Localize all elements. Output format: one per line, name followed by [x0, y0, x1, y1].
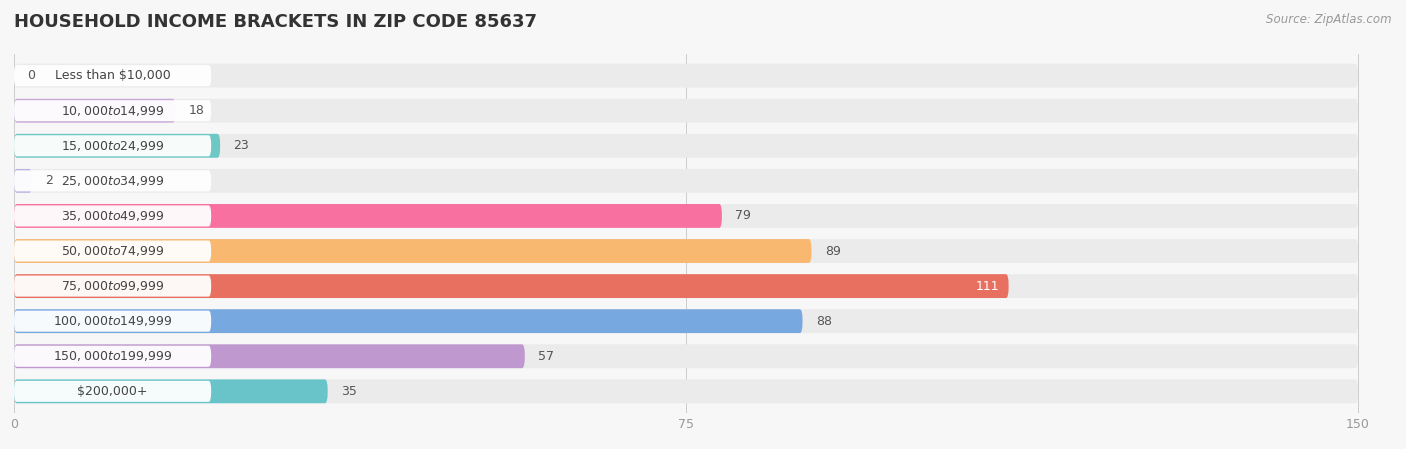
Text: $35,000 to $49,999: $35,000 to $49,999 — [60, 209, 165, 223]
Text: $75,000 to $99,999: $75,000 to $99,999 — [60, 279, 165, 293]
FancyBboxPatch shape — [14, 309, 803, 333]
FancyBboxPatch shape — [14, 204, 721, 228]
FancyBboxPatch shape — [14, 135, 211, 156]
Text: 18: 18 — [188, 104, 205, 117]
Text: 57: 57 — [538, 350, 554, 363]
FancyBboxPatch shape — [14, 379, 1358, 403]
FancyBboxPatch shape — [14, 99, 176, 123]
FancyBboxPatch shape — [14, 134, 1358, 158]
Text: 23: 23 — [233, 139, 249, 152]
Text: 111: 111 — [976, 280, 1000, 293]
Text: $100,000 to $149,999: $100,000 to $149,999 — [53, 314, 173, 328]
FancyBboxPatch shape — [14, 346, 211, 367]
FancyBboxPatch shape — [14, 65, 211, 86]
FancyBboxPatch shape — [14, 239, 811, 263]
Text: $50,000 to $74,999: $50,000 to $74,999 — [60, 244, 165, 258]
Text: HOUSEHOLD INCOME BRACKETS IN ZIP CODE 85637: HOUSEHOLD INCOME BRACKETS IN ZIP CODE 85… — [14, 13, 537, 31]
FancyBboxPatch shape — [14, 381, 211, 402]
FancyBboxPatch shape — [14, 311, 211, 332]
Text: 89: 89 — [825, 245, 841, 258]
FancyBboxPatch shape — [14, 204, 1358, 228]
FancyBboxPatch shape — [14, 276, 211, 297]
Text: Less than $10,000: Less than $10,000 — [55, 69, 170, 82]
FancyBboxPatch shape — [14, 99, 1358, 123]
FancyBboxPatch shape — [14, 64, 1358, 88]
FancyBboxPatch shape — [14, 274, 1358, 298]
FancyBboxPatch shape — [14, 169, 1358, 193]
Text: 0: 0 — [28, 69, 35, 82]
FancyBboxPatch shape — [14, 239, 1358, 263]
Text: $200,000+: $200,000+ — [77, 385, 148, 398]
FancyBboxPatch shape — [14, 100, 211, 121]
Text: $10,000 to $14,999: $10,000 to $14,999 — [60, 104, 165, 118]
Text: $25,000 to $34,999: $25,000 to $34,999 — [60, 174, 165, 188]
Text: Source: ZipAtlas.com: Source: ZipAtlas.com — [1267, 13, 1392, 26]
FancyBboxPatch shape — [14, 169, 32, 193]
Text: 35: 35 — [342, 385, 357, 398]
FancyBboxPatch shape — [14, 274, 1008, 298]
FancyBboxPatch shape — [14, 344, 524, 368]
FancyBboxPatch shape — [14, 344, 1358, 368]
FancyBboxPatch shape — [14, 309, 1358, 333]
Text: 2: 2 — [45, 174, 53, 187]
Text: $15,000 to $24,999: $15,000 to $24,999 — [60, 139, 165, 153]
Text: $150,000 to $199,999: $150,000 to $199,999 — [53, 349, 173, 363]
FancyBboxPatch shape — [14, 379, 328, 403]
FancyBboxPatch shape — [14, 134, 221, 158]
FancyBboxPatch shape — [14, 241, 211, 261]
FancyBboxPatch shape — [14, 170, 211, 191]
Text: 79: 79 — [735, 209, 751, 222]
FancyBboxPatch shape — [14, 205, 211, 226]
Text: 88: 88 — [815, 315, 832, 328]
